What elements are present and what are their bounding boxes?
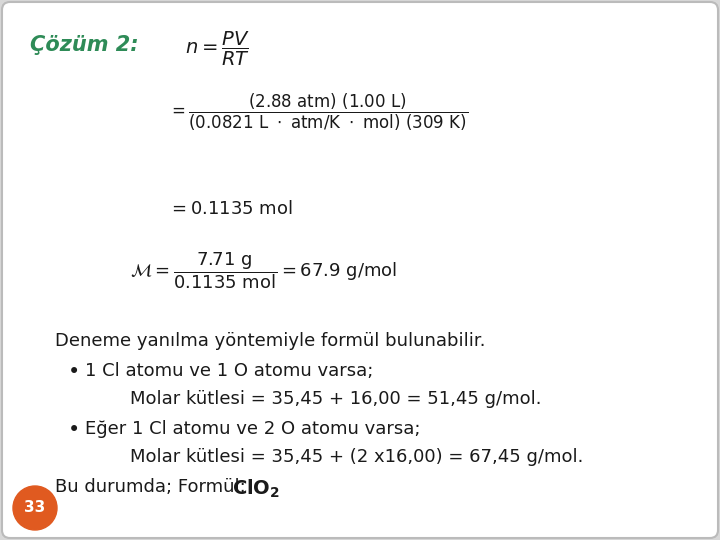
Text: Eğer 1 Cl atomu ve 2 O atomu varsa;: Eğer 1 Cl atomu ve 2 O atomu varsa; (85, 420, 420, 438)
Text: Çözüm 2:: Çözüm 2: (30, 35, 139, 55)
Text: $n = \dfrac{PV}{RT}$: $n = \dfrac{PV}{RT}$ (185, 30, 250, 68)
Circle shape (13, 486, 57, 530)
Text: •: • (68, 420, 80, 440)
Text: $\mathcal{M} = \dfrac{7.71\ \mathrm{g}}{0.1135\ \mathrm{mol}} = 67.9\ \mathrm{g/: $\mathcal{M} = \dfrac{7.71\ \mathrm{g}}{… (130, 250, 397, 291)
Text: $\mathbf{ClO_2}$: $\mathbf{ClO_2}$ (232, 478, 280, 500)
Text: 1 Cl atomu ve 1 O atomu varsa;: 1 Cl atomu ve 1 O atomu varsa; (85, 362, 374, 380)
Text: Deneme yanılma yöntemiyle formül bulunabilir.: Deneme yanılma yöntemiyle formül bulunab… (55, 332, 485, 350)
Text: 33: 33 (24, 501, 45, 516)
Text: Bu durumda; Formül:: Bu durumda; Formül: (55, 478, 251, 496)
Text: Molar kütlesi = 35,45 + (2 x16,00) = 67,45 g/mol.: Molar kütlesi = 35,45 + (2 x16,00) = 67,… (130, 448, 583, 466)
Text: •: • (68, 362, 80, 382)
Text: $= \dfrac{(2.88\ \mathrm{atm})\ (1.00\ \mathrm{L})}{(0.0821\ \mathrm{L}\ \cdot\ : $= \dfrac{(2.88\ \mathrm{atm})\ (1.00\ \… (168, 92, 468, 133)
Text: $= 0.1135\ \mathrm{mol}$: $= 0.1135\ \mathrm{mol}$ (168, 200, 293, 218)
Text: Molar kütlesi = 35,45 + 16,00 = 51,45 g/mol.: Molar kütlesi = 35,45 + 16,00 = 51,45 g/… (130, 390, 541, 408)
